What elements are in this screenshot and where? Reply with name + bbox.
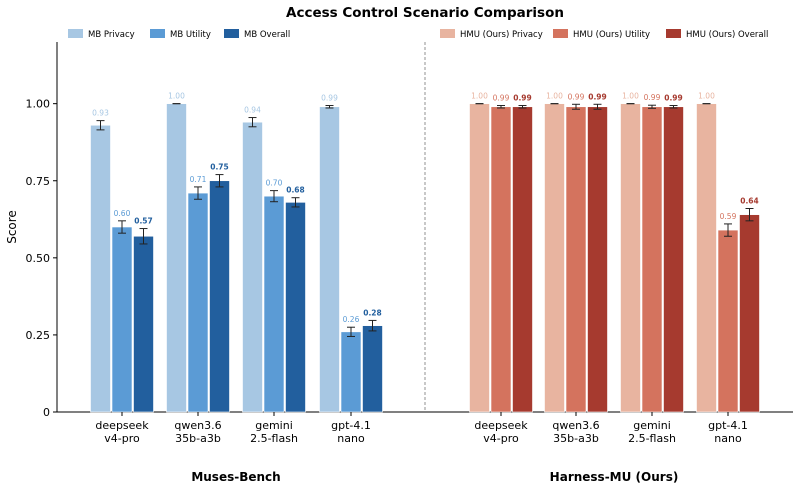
data-label: 1.00 — [546, 92, 563, 101]
data-label: 0.99 — [513, 94, 532, 103]
bar — [340, 331, 362, 413]
data-label: 0.93 — [92, 109, 109, 118]
legend-label: HMU (Ours) Overall — [686, 30, 768, 40]
data-label: 0.99 — [321, 94, 338, 103]
bar — [512, 106, 533, 413]
x-tick-label: 2.5-flash — [250, 432, 298, 445]
bar — [285, 202, 306, 413]
x-tick-label: deepseek — [95, 419, 149, 432]
data-label: 0.64 — [740, 197, 759, 206]
legend-label: HMU (Ours) Utility — [573, 30, 650, 40]
y-tick-label: 0.75 — [26, 175, 51, 188]
legend-label: HMU (Ours) Privacy — [460, 30, 543, 40]
data-label: 0.70 — [266, 179, 283, 188]
data-label: 0.26 — [343, 315, 360, 324]
x-tick-label: gemini — [255, 419, 293, 432]
data-label: 0.94 — [244, 106, 261, 115]
bar — [663, 106, 684, 413]
data-label: 0.71 — [190, 175, 207, 184]
bar — [620, 103, 641, 413]
x-tick-label: 2.5-flash — [628, 432, 676, 445]
bar — [319, 106, 340, 413]
group-label: Harness-MU (Ours) — [550, 470, 679, 484]
data-label: 0.75 — [210, 163, 229, 172]
legend-label: MB Utility — [170, 30, 211, 40]
bar — [133, 235, 154, 413]
bar — [490, 106, 512, 413]
data-label: 0.99 — [588, 92, 607, 101]
x-tick-label: deepseek — [474, 419, 528, 432]
y-tick-label: 0.50 — [26, 252, 51, 265]
x-tick-label: 35b-a3b — [553, 432, 599, 445]
x-tick-label: nano — [337, 432, 365, 445]
legend-label: MB Privacy — [88, 30, 135, 40]
bar — [209, 180, 230, 413]
data-label: 0.68 — [286, 186, 305, 195]
data-label: 0.59 — [720, 212, 737, 221]
bar — [187, 192, 209, 413]
x-tick-label: v4-pro — [483, 432, 519, 445]
data-label: 1.00 — [698, 92, 715, 101]
bar — [565, 106, 587, 413]
bar — [717, 229, 739, 413]
y-axis-label: Score — [5, 210, 19, 244]
data-label: 0.99 — [568, 92, 585, 101]
y-tick-label: 0.25 — [26, 329, 51, 342]
bar — [469, 103, 490, 413]
bar — [641, 106, 663, 413]
x-tick-label: qwen3.6 — [174, 419, 221, 432]
x-tick-label: 35b-a3b — [175, 432, 221, 445]
legend-swatch — [440, 29, 455, 38]
y-tick-label: 0 — [43, 406, 50, 419]
bar — [166, 103, 187, 413]
data-label: 1.00 — [471, 92, 488, 101]
y-tick-label: 1.00 — [26, 98, 51, 111]
x-tick-label: qwen3.6 — [552, 419, 599, 432]
x-tick-label: v4-pro — [104, 432, 140, 445]
bar — [242, 121, 263, 413]
x-tick-label: gpt-4.1 — [331, 419, 371, 432]
bar — [90, 124, 111, 413]
legend-label: MB Overall — [244, 30, 290, 40]
x-tick-label: nano — [714, 432, 742, 445]
data-label: 1.00 — [622, 92, 639, 101]
bar — [263, 195, 285, 413]
legend: MB Privacy MB Utility MB Overall HMU (Ours)… — [68, 29, 768, 40]
data-label: 0.99 — [644, 93, 661, 102]
data-label: 0.28 — [363, 308, 382, 317]
bar — [696, 103, 717, 413]
bar — [587, 106, 608, 413]
legend-swatch — [68, 29, 83, 38]
bar — [111, 226, 133, 413]
bar — [544, 103, 565, 413]
data-label: 0.60 — [114, 209, 131, 218]
bar — [362, 325, 383, 413]
legend-swatch — [150, 29, 165, 38]
chart-title: Access Control Scenario Comparison — [286, 5, 564, 21]
plot-area: 00.250.500.751.000.930.600.57deepseekv4-… — [26, 42, 793, 484]
bar — [739, 214, 760, 413]
x-tick-label: gpt-4.1 — [708, 419, 748, 432]
data-label: 1.00 — [168, 92, 185, 101]
data-label: 0.99 — [664, 94, 683, 103]
data-label: 0.99 — [493, 94, 510, 103]
legend-swatch — [666, 29, 681, 38]
x-tick-label: gemini — [633, 419, 671, 432]
group-label: Muses-Bench — [191, 470, 280, 484]
data-label: 0.57 — [134, 217, 153, 226]
legend-swatch — [224, 29, 239, 38]
legend-swatch — [553, 29, 568, 38]
